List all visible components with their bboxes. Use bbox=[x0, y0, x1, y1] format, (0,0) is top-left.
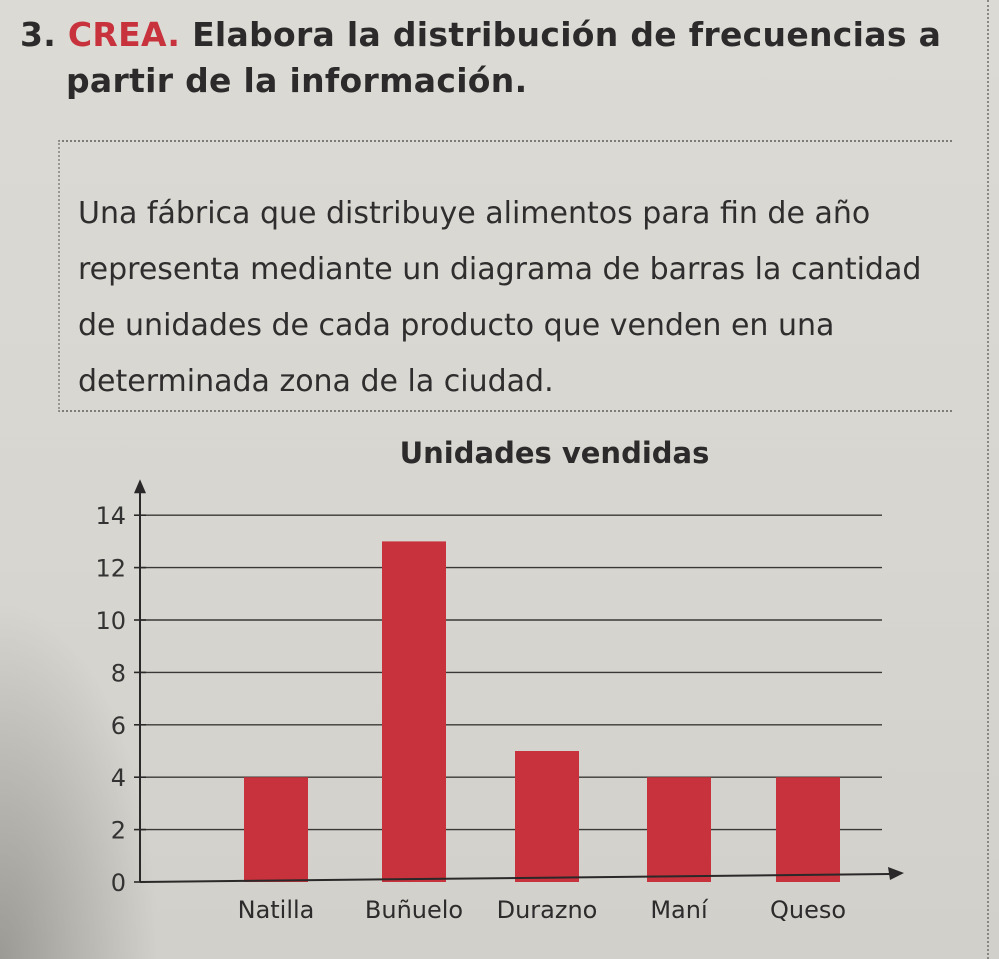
y-tick-label-4: 4 bbox=[111, 764, 126, 792]
y-tick-label-2: 2 bbox=[111, 817, 126, 845]
bar-buñuelo bbox=[382, 541, 446, 882]
y-tick-label-10: 10 bbox=[95, 607, 126, 635]
y-tick-label-14: 14 bbox=[95, 502, 126, 530]
context-box bbox=[58, 140, 952, 412]
exercise-instruction-line2: partir de la información. bbox=[66, 61, 528, 100]
x-axis bbox=[139, 873, 893, 883]
x-category-label-durazno: Durazno bbox=[497, 896, 598, 924]
exercise-heading: 3. CREA. Elabora la distribución de frec… bbox=[20, 12, 970, 104]
y-axis-arrow bbox=[134, 479, 146, 494]
y-tick-label-0: 0 bbox=[111, 869, 126, 897]
exercise-instruction-line1: Elabora la distribución de frecuencias a bbox=[192, 15, 942, 54]
bar-queso bbox=[776, 777, 840, 882]
x-category-label-natilla: Natilla bbox=[238, 896, 315, 924]
photo-shadow bbox=[0, 600, 160, 959]
y-tick-label-6: 6 bbox=[111, 712, 126, 740]
x-category-label-buñuelo: Buñuelo bbox=[365, 896, 463, 924]
exercise-tag: CREA. bbox=[67, 15, 181, 54]
bar-durazno bbox=[515, 751, 579, 882]
x-category-label-maní: Maní bbox=[650, 896, 709, 924]
x-category-label-queso: Queso bbox=[770, 896, 846, 924]
context-text: Una fábrica que distribuye alimentos par… bbox=[78, 196, 922, 399]
right-dotted-margin bbox=[987, 0, 989, 959]
exercise-number: 3. bbox=[20, 15, 57, 54]
bar-maní bbox=[647, 777, 711, 882]
bar-natilla bbox=[244, 777, 308, 882]
chart-title: Unidades vendidas bbox=[399, 436, 710, 470]
x-axis-arrow bbox=[888, 867, 904, 880]
y-tick-label-8: 8 bbox=[111, 659, 126, 687]
y-tick-label-12: 12 bbox=[95, 555, 126, 583]
